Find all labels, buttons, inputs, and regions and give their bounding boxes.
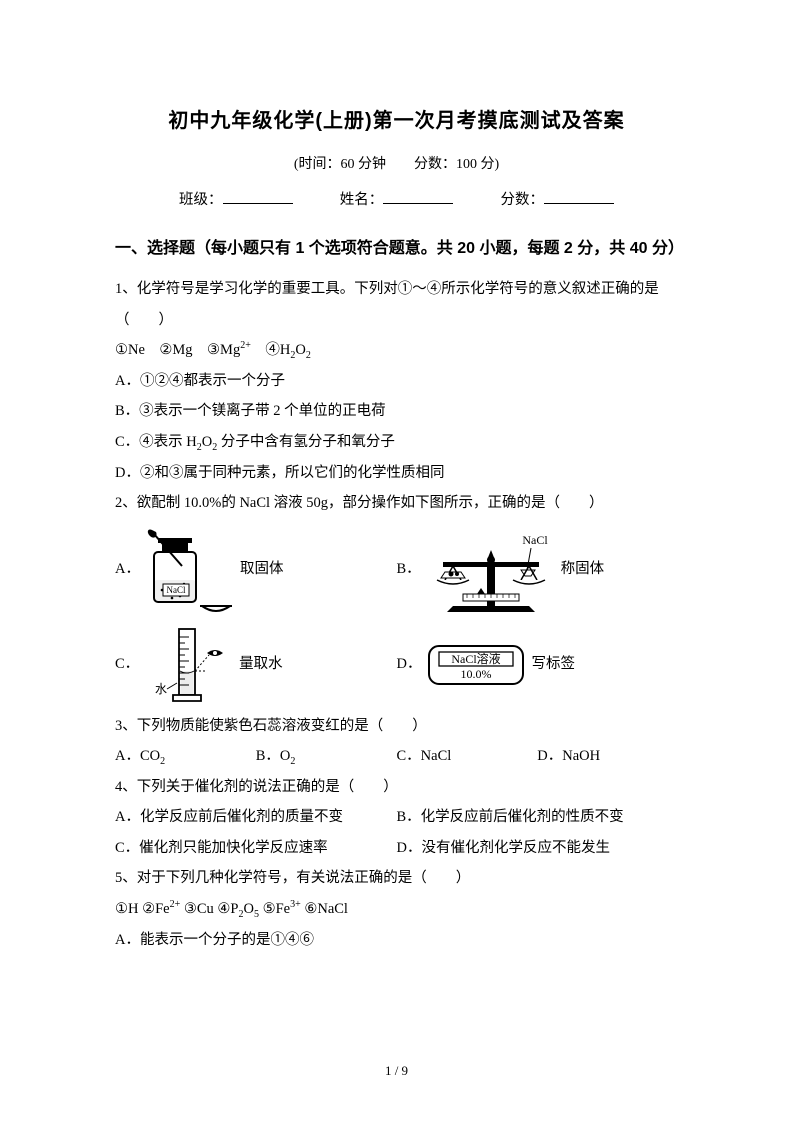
q2-b-figure: NaCl bbox=[421, 524, 561, 616]
q1-sup: 2+ bbox=[240, 340, 251, 351]
q2-stem: 2、欲配制 10.0%的 NaCl 溶液 50g，部分操作如下图所示，正确的是（… bbox=[115, 488, 678, 518]
q5-m3: ⑤Fe bbox=[259, 901, 290, 917]
page-title: 初中九年级化学(上册)第一次月考摸底测试及答案 bbox=[115, 100, 678, 142]
q4-b: B．化学反应前后催化剂的性质不变 bbox=[397, 802, 679, 832]
q1c-post: 分子中含有氢分子和氧分子 bbox=[217, 434, 395, 450]
q3a-sub: 2 bbox=[160, 756, 165, 767]
question-5: 5、对于下列几种化学符号，有关说法正确的是（ ） ①H ②Fe2+ ③Cu ④P… bbox=[115, 863, 678, 955]
q5-m1: ③Cu ④P bbox=[180, 901, 238, 917]
q2-d-label: D． bbox=[397, 649, 422, 679]
q1-items: ①Ne ②Mg ③Mg2+ ④H2O2 bbox=[115, 335, 678, 366]
score-label: 分数： bbox=[501, 192, 545, 208]
q1-opt-c: C．④表示 H2O2 分子中含有氢分子和氧分子 bbox=[115, 427, 678, 458]
q3-c: C．NaCl bbox=[397, 741, 538, 772]
nacl-text: NaCl bbox=[166, 585, 185, 595]
q2-c-label: C． bbox=[115, 649, 139, 679]
class-blank bbox=[223, 190, 293, 205]
q1-opt-a: A．①②④都表示一个分子 bbox=[115, 366, 678, 396]
d-box-l1: NaCl溶液 bbox=[452, 651, 501, 666]
q5-items: ①H ②Fe2+ ③Cu ④P2O5 ⑤Fe3+ ⑥NaCl bbox=[115, 894, 678, 925]
q2-a-label: A． bbox=[115, 554, 140, 584]
q1-items-pre: ①Ne ②Mg ③Mg bbox=[115, 342, 240, 358]
q3a-pre: A．CO bbox=[115, 748, 160, 764]
q1-stem: 1、化学符号是学习化学的重要工具。下列对①～④所示化学符号的意义叙述正确的是（ … bbox=[115, 274, 678, 335]
q2-c-caption: 量取水 bbox=[239, 649, 283, 679]
q4-c: C．催化剂只能加快化学反应速率 bbox=[115, 833, 397, 863]
q4-stem: 4、下列关于催化剂的说法正确的是（ ） bbox=[115, 772, 678, 802]
q2-d-caption: 写标签 bbox=[531, 649, 575, 679]
q5-sup2: 3+ bbox=[290, 899, 301, 910]
q4-row-ab: A．化学反应前后催化剂的质量不变 B．化学反应前后催化剂的性质不变 bbox=[115, 802, 678, 832]
q4-a: A．化学反应前后催化剂的质量不变 bbox=[115, 802, 397, 832]
score-blank bbox=[544, 190, 614, 205]
nacl2-text: NaCl bbox=[522, 533, 548, 547]
page-number: 1 / 9 bbox=[0, 1057, 793, 1084]
q2-row-cd: C． bbox=[115, 621, 678, 709]
question-3: 3、下列物质能使紫色石蕊溶液变红的是（ ） A．CO2 B．O2 C．NaCl … bbox=[115, 711, 678, 772]
name-label: 姓名： bbox=[340, 192, 384, 208]
water-text: 水 bbox=[155, 682, 167, 696]
q5-sup1: 2+ bbox=[170, 899, 181, 910]
q2-a-figure: NaCl bbox=[140, 524, 240, 616]
name-blank bbox=[383, 190, 453, 205]
class-label: 班级： bbox=[179, 192, 223, 208]
q4-row-cd: C．催化剂只能加快化学反应速率 D．没有催化剂化学反应不能发生 bbox=[115, 833, 678, 863]
subtitle: (时间：60 分钟 分数：100 分) bbox=[115, 150, 678, 179]
q5-m4: ⑥NaCl bbox=[301, 901, 348, 917]
q1-m1: ④H bbox=[251, 342, 290, 358]
question-2: 2、欲配制 10.0%的 NaCl 溶液 50g，部分操作如下图所示，正确的是（… bbox=[115, 488, 678, 708]
q3-stem: 3、下列物质能使紫色石蕊溶液变红的是（ ） bbox=[115, 711, 678, 741]
info-line: 班级： 姓名： 分数： bbox=[115, 185, 678, 215]
q3b-sub: 2 bbox=[290, 756, 295, 767]
q2-b-label: B． bbox=[397, 554, 421, 584]
d-box-l2: 10.0% bbox=[461, 667, 492, 681]
q5-m2: O bbox=[243, 901, 253, 917]
q2-c-figure: 水 bbox=[139, 623, 239, 707]
q3-a: A．CO2 bbox=[115, 741, 256, 772]
q3b-pre: B．O bbox=[256, 748, 291, 764]
q3-d: D．NaOH bbox=[537, 741, 678, 772]
q1-m2: O bbox=[295, 342, 305, 358]
section-1-heading: 一、选择题（每小题只有 1 个选项符合题意。共 20 小题，每题 2 分，共 4… bbox=[115, 230, 678, 268]
q1-opt-b: B．③表示一个镁离子带 2 个单位的正电荷 bbox=[115, 396, 678, 426]
q5-stem: 5、对于下列几种化学符号，有关说法正确的是（ ） bbox=[115, 863, 678, 893]
q2-d-figure: NaCl溶液 10.0% bbox=[421, 640, 531, 690]
q1-s2: 2 bbox=[306, 350, 311, 361]
q2-b-caption: 称固体 bbox=[561, 554, 605, 584]
q1-opt-d: D．②和③属于同种元素，所以它们的化学性质相同 bbox=[115, 458, 678, 488]
q1c-m: O bbox=[202, 434, 212, 450]
q3-options: A．CO2 B．O2 C．NaCl D．NaOH bbox=[115, 741, 678, 772]
q5-a: A．能表示一个分子的是①④⑥ bbox=[115, 925, 678, 955]
question-1: 1、化学符号是学习化学的重要工具。下列对①～④所示化学符号的意义叙述正确的是（ … bbox=[115, 274, 678, 488]
q1c-pre: C．④表示 H bbox=[115, 434, 197, 450]
q2-row-ab: A． NaCl bbox=[115, 521, 678, 619]
q3-b: B．O2 bbox=[256, 741, 397, 772]
question-4: 4、下列关于催化剂的说法正确的是（ ） A．化学反应前后催化剂的质量不变 B．化… bbox=[115, 772, 678, 863]
q4-d: D．没有催化剂化学反应不能发生 bbox=[397, 833, 679, 863]
q5-i-pre: ①H ②Fe bbox=[115, 901, 170, 917]
q2-a-caption: 取固体 bbox=[240, 554, 284, 584]
